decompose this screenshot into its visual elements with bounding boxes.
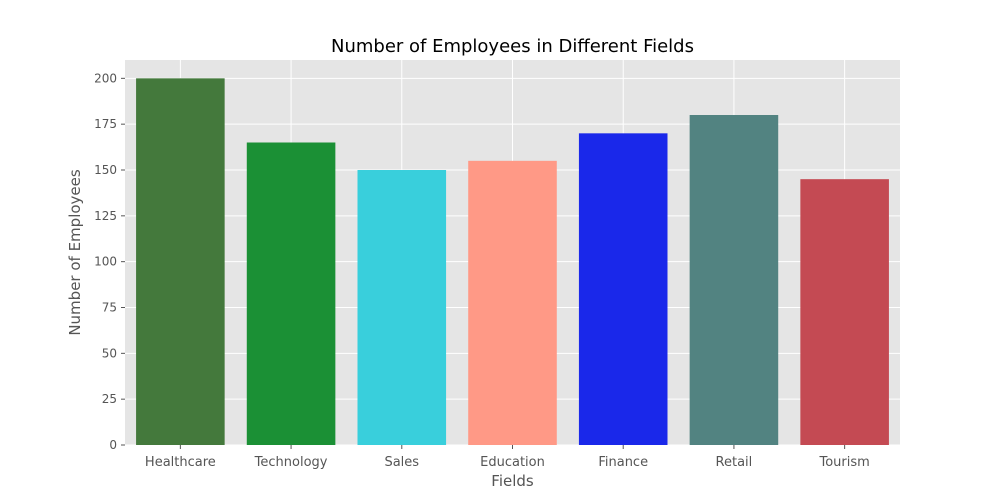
y-tick-label: 0 <box>109 438 117 452</box>
x-tick-label: Education <box>480 455 545 470</box>
y-tick-label: 175 <box>94 117 117 131</box>
chart-title: Number of Employees in Different Fields <box>331 36 694 57</box>
y-axis-ticks: 0 25 50 75 100 125 150 175 200 <box>94 71 125 452</box>
y-tick-label: 100 <box>94 255 117 269</box>
y-tick-label: 25 <box>102 392 117 406</box>
x-tick-label: Technology <box>254 455 328 470</box>
y-tick-label: 125 <box>94 209 117 223</box>
y-tick-label: 75 <box>102 301 117 315</box>
bar-healthcare <box>136 78 225 445</box>
x-tick-label: Finance <box>598 455 648 470</box>
x-axis-ticks: Healthcare Technology Sales Education Financ… <box>145 445 870 470</box>
x-tick-label: Healthcare <box>145 455 216 470</box>
y-axis-label: Number of Employees <box>66 169 84 336</box>
bar-tourism <box>800 179 889 445</box>
bars <box>136 78 889 446</box>
bar-technology <box>246 142 336 445</box>
x-axis-label: Fields <box>491 472 534 490</box>
x-tick-label: Retail <box>716 455 753 470</box>
x-tick-label: Sales <box>384 455 419 470</box>
bar-retail <box>689 115 779 445</box>
bar-education <box>468 160 557 446</box>
x-tick-label: Tourism <box>818 455 869 470</box>
y-tick-label: 200 <box>94 71 117 85</box>
bar-finance <box>578 133 668 446</box>
y-tick-label: 50 <box>102 346 117 360</box>
y-tick-label: 150 <box>94 163 117 177</box>
bar-sales <box>357 170 447 445</box>
